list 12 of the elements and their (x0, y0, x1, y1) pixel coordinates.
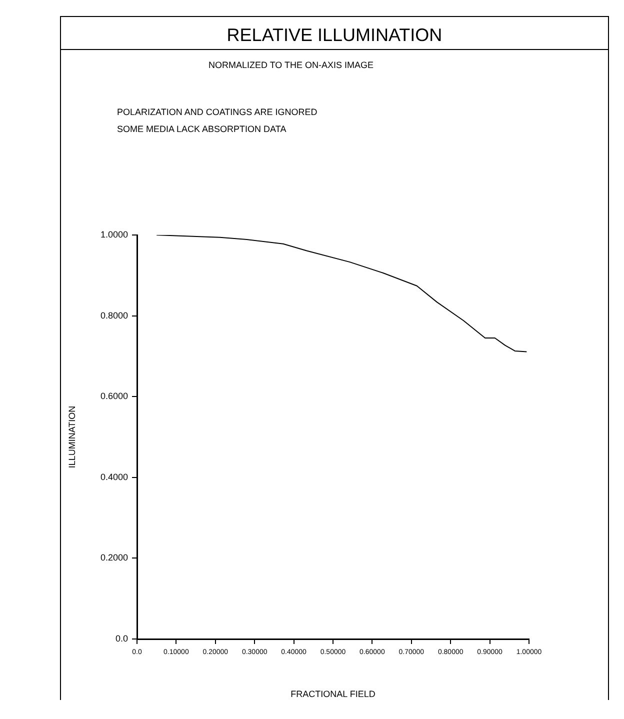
chart-subtitle: NORMALIZED TO THE ON-AXIS IMAGE (207, 60, 375, 70)
chart-title: RELATIVE ILLUMINATION (61, 17, 608, 50)
y-tick-label: 0.0 (115, 633, 128, 644)
y-tick-label: 0.2000 (100, 552, 128, 563)
text: POLARIZATION AND COATINGS ARE IGNORED (117, 107, 318, 117)
text: SOME MEDIA LACK ABSORPTION DATA (117, 124, 286, 134)
y-tick-label: 1.0000 (100, 229, 128, 240)
y-tick-label: 0.6000 (100, 391, 128, 402)
y-tick-label: 0.8000 (100, 310, 128, 320)
x-axis-title: FRACTIONAL FIELD (290, 689, 376, 700)
y-tick-label: 0.4000 (100, 472, 128, 482)
y-axis-title: ILLUMINATION (66, 406, 77, 468)
